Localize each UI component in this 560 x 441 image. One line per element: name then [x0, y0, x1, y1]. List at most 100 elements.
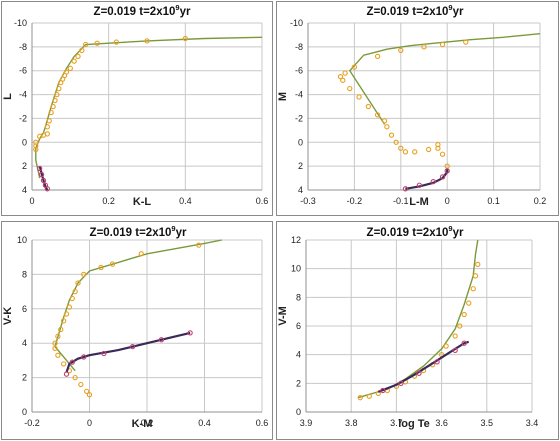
y-axis-label: L	[2, 93, 14, 100]
data-point	[78, 381, 84, 388]
x-tick-label: -0.1	[393, 196, 409, 206]
x-tick-label: 0.2	[141, 418, 154, 428]
data-point	[444, 163, 450, 169]
data-point	[435, 145, 441, 151]
x-tick-label: 0	[29, 196, 34, 206]
title-text: Z=0.019 t=2x10	[367, 227, 449, 239]
y-tick-label: -8	[295, 42, 303, 52]
y-tick-label: 4	[296, 350, 301, 360]
data-point	[435, 142, 441, 148]
data-point	[46, 118, 52, 124]
chart-panel-4: 3.9 3.8 3.7 3.6 3.5 3.4 0 2 4 6 8 10 12 log Te V-M Z=0.…	[276, 221, 559, 440]
data-point	[55, 352, 61, 358]
data-point	[398, 145, 404, 151]
y-tick-label: 6	[296, 321, 301, 331]
y-tick-label: -10	[290, 18, 303, 28]
x-tick-label: 3.5	[481, 418, 494, 428]
data-point	[79, 47, 85, 54]
y-tick-label: 2	[22, 161, 27, 171]
y-tick-label: 8	[22, 269, 27, 279]
data-point	[466, 300, 472, 306]
data-point	[340, 77, 346, 83]
data-point	[337, 74, 344, 80]
y-tick-label: 10	[17, 235, 27, 245]
data-point	[374, 53, 381, 60]
y-tick-label: 0	[22, 407, 27, 417]
data-point	[393, 139, 399, 145]
data-point	[60, 318, 67, 324]
y-tick-label: 2	[296, 378, 301, 388]
data-point	[402, 186, 409, 192]
data-point	[50, 103, 56, 110]
data-point	[40, 177, 47, 184]
panel-border	[1, 1, 273, 216]
data-point	[444, 168, 450, 174]
data-point	[63, 371, 70, 377]
title-unit: yr	[453, 6, 464, 18]
data-point	[196, 242, 202, 248]
data-point	[81, 354, 87, 360]
y-tick-label: 12	[291, 235, 301, 245]
plot-area	[33, 35, 263, 192]
data-point	[439, 41, 446, 48]
data-point	[138, 251, 144, 257]
y-tick-label: 4	[298, 185, 303, 195]
data-point	[461, 311, 467, 318]
y-tick-label: 4	[22, 185, 27, 195]
x-tick-label: -0.2	[24, 418, 40, 428]
chart-panel-2: -0.3 -0.2 -0.1 0 0.1 0.2 4 2 0 -2 -4 -6 -8 -10 L-M M Z=0…	[276, 1, 559, 216]
data-point	[357, 395, 363, 401]
data-point	[98, 264, 104, 271]
data-point	[402, 149, 409, 155]
x-tick-label: -0.2	[347, 196, 363, 206]
x-tick-label: 3.4	[526, 418, 539, 428]
y-tick-label: -6	[19, 66, 27, 76]
chart-title: Z=0.019 t=2x109yr	[367, 3, 464, 18]
data-point	[457, 323, 463, 329]
x-tick-label: 0	[87, 418, 92, 428]
data-point	[388, 132, 395, 138]
y-axis-label: V-M	[277, 306, 289, 326]
y-tick-label: -8	[19, 42, 27, 52]
data-point	[439, 174, 446, 180]
data-point	[475, 261, 481, 268]
data-point	[33, 146, 39, 153]
data-point	[384, 124, 390, 130]
x-tick-label: 0.2	[534, 196, 547, 206]
y-tick-label: 0	[296, 407, 301, 417]
y-tick-label: -4	[19, 90, 27, 100]
data-point	[470, 286, 476, 292]
x-axis-label: K-L	[133, 196, 152, 208]
data-point	[452, 333, 458, 339]
data-point	[416, 370, 422, 376]
chart-title: Z=0.019 t=2x109yr	[94, 3, 191, 18]
x-tick-label: 0.1	[487, 196, 500, 206]
data-point	[461, 340, 467, 346]
data-point	[144, 38, 150, 44]
data-point	[67, 65, 73, 71]
x-tick-label: 3.7	[390, 418, 403, 428]
data-point	[351, 64, 358, 70]
data-point	[366, 393, 372, 399]
title-unit: yr	[453, 227, 464, 239]
data-point	[38, 171, 45, 178]
data-point	[44, 131, 50, 137]
plot-area	[337, 33, 541, 192]
data-point	[101, 350, 107, 357]
series-line-3	[377, 340, 470, 393]
data-point	[54, 91, 60, 98]
data-point	[381, 118, 388, 124]
series-line-3	[405, 168, 449, 190]
data-point	[63, 69, 70, 75]
y-tick-label: -2	[295, 113, 303, 123]
x-axis-label: log Te	[398, 418, 430, 430]
data-point	[109, 261, 116, 267]
title-exponent: 9	[171, 224, 175, 233]
y-tick-label: 0	[298, 137, 303, 147]
data-point	[81, 271, 87, 278]
data-point	[187, 330, 193, 336]
y-tick-label: 0	[22, 137, 27, 147]
panel-border	[276, 221, 559, 440]
x-tick-label: 0.2	[102, 196, 115, 206]
